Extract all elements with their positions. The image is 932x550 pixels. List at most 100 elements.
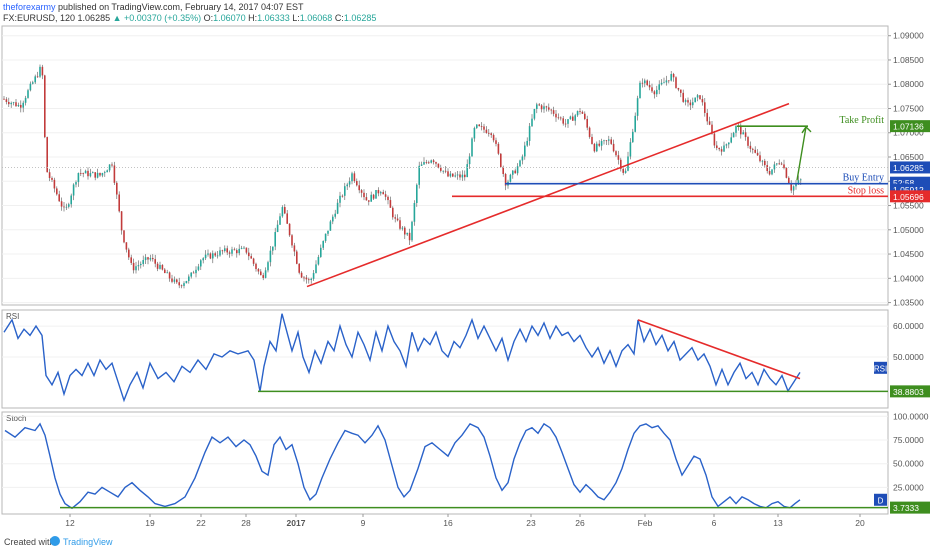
price-pane[interactable]: 1.09000 1.08500 1.08000 1.07500 1.07000 1.065… [1,25,930,308]
candle-body [572,116,574,121]
candle-body [790,184,792,191]
candle-body [526,140,528,146]
price-tick-label: 1.05000 [893,225,924,235]
candle-body [152,257,154,260]
candle-body [288,223,291,236]
candle-body [620,159,622,169]
chart-canvas[interactable]: 1.09000 1.08500 1.08000 1.07500 1.07000 1.065… [0,0,932,532]
candle-body [308,279,310,281]
candle-body [29,83,32,91]
candle-body [200,260,202,267]
candle-body [329,221,332,231]
osc-legend-tag-bg [874,361,887,374]
time-tick-label: 20 [855,518,865,528]
candle-body [418,165,420,185]
osc-tick-label: 60.0000 [893,321,924,331]
candle-body [176,279,178,283]
candle-body [406,232,408,235]
low-value: 1.06068 [299,13,333,23]
candle-body [377,190,380,194]
candle-body [180,285,183,287]
candle-body [113,165,116,183]
candle-body [149,257,152,260]
candle-body [543,106,545,110]
open-label: O: [203,13,214,23]
candle-body [492,134,495,141]
take-profit-tag-bg [890,120,930,133]
candle-body [250,256,252,259]
candle-body [687,100,689,103]
candle-body [274,232,276,247]
candle-body [370,194,372,202]
candle-body [226,248,228,253]
candle-body [286,213,288,224]
candle-body [394,217,396,219]
candle-body [476,124,478,128]
candle-body [699,95,701,100]
candle-body [449,173,452,177]
candle-body [742,132,744,135]
osc-resistance-trendline [637,319,801,380]
candle-body [420,164,423,166]
candle-body [108,164,111,171]
time-tick-label: 6 [712,518,717,528]
candle-body [512,170,514,175]
candle-body [670,74,672,81]
candle-body [677,87,680,90]
candle-body [84,170,87,174]
candle-body [795,183,797,187]
rsi-pane[interactable]: RSI 60.0000 50.0000 RSI 38.8803 [1,309,930,409]
candle-body [747,137,749,146]
candle-body [183,283,185,286]
price-change: ▲ +0.00370 (+0.35%) [112,13,202,23]
candle-body [372,194,375,199]
candle-body [771,169,773,175]
candle-body [629,142,632,157]
candle-body [332,216,334,222]
take-profit-tag: 1.07136 [893,122,924,132]
candle-body [478,124,480,127]
candle-body [293,245,296,252]
buy-entry-label: Buy Entry [843,173,884,184]
candle-body [32,82,34,84]
candle-body [276,224,279,233]
author-link[interactable]: theforexarmy [3,2,56,12]
candle-body [800,179,802,181]
candle-body [538,104,540,106]
stop-loss-tag: 1.05696 [893,192,924,202]
candle-body [430,160,432,163]
pane-title: RSI [6,312,19,321]
candle-body [749,145,752,149]
candle-body [401,227,404,229]
candle-body [20,104,22,108]
candle-body [660,82,663,85]
candle-body [456,174,459,176]
osc-series-line [3,313,801,403]
close-label: C: [334,13,344,23]
candle-body [300,272,303,278]
candle-body [166,272,168,274]
candle-body [761,160,764,162]
pane-title: Stoch [6,414,26,423]
candle-body [569,116,572,120]
candle-body [797,180,800,184]
candle-body [399,220,401,229]
osc-tick-label: 100.0000 [893,411,929,421]
candle-body [144,257,147,261]
ohlc-line: FX:EURUSD, 120 1.06285 ▲ +0.00370 (+0.35… [3,13,376,23]
osc-legend-tag: RSI [874,364,887,373]
tradingview-brand[interactable]: TradingView [63,537,113,547]
candle-body [130,257,132,263]
candle-body [356,181,358,186]
candle-body [353,173,356,182]
candle-body [161,264,164,270]
target-arrow-head [801,125,812,134]
candle-body [46,137,48,173]
candle-body [322,240,324,248]
candle-body [336,202,339,214]
stop-loss-tag-bg [890,190,930,203]
candle-body [500,153,502,167]
stoch-pane[interactable]: Stoch 100.0000 75.0000 50.0000 25.0000 D 3.733… [1,411,930,515]
close-value: 1.06285 [343,13,377,23]
candle-body [291,235,293,246]
